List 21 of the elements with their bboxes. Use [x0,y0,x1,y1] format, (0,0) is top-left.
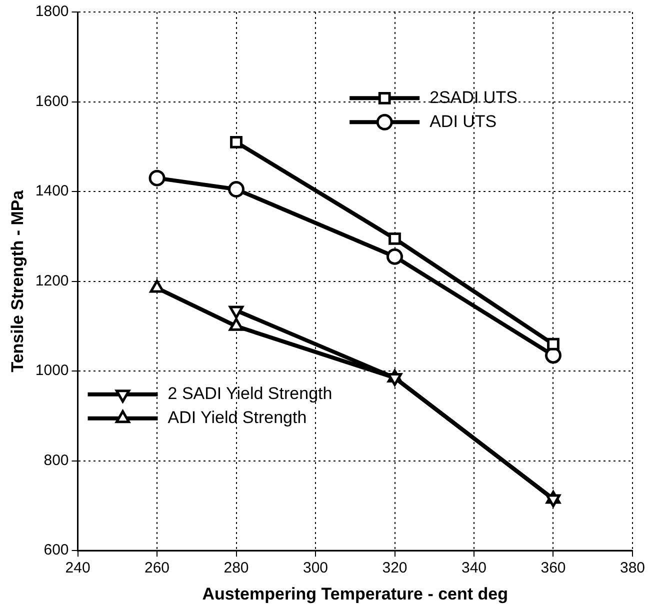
y-tick-label: 800 [44,452,69,469]
y-tick-label: 1200 [35,272,69,290]
x-tick-label: 280 [224,560,249,577]
x-tick-label: 260 [144,560,170,577]
y-axis-title: Tensile Strength - MPa [8,190,27,372]
y-tick-label: 1000 [35,362,69,380]
y-tick-label: 1600 [35,92,69,110]
legend-label: 2 SADI Yield Strength [168,384,332,404]
legend-label: ADI Yield Strength [168,408,307,428]
y-tick-label: 1400 [35,182,69,200]
x-tick-label: 320 [382,560,408,577]
x-tick-label: 380 [620,560,645,577]
y-tick-label: 600 [44,542,69,559]
x-axis-title: Austempering Temperature - cent deg [202,584,508,604]
x-tick-label: 360 [540,560,566,577]
x-tick-label: 300 [302,560,328,577]
x-tick-label: 340 [461,560,487,577]
x-tick-label: 240 [65,560,90,577]
y-tick-label: 1800 [35,3,69,20]
legend-label: 2SADI UTS [430,88,518,107]
legend-label: ADI UTS [430,112,497,131]
